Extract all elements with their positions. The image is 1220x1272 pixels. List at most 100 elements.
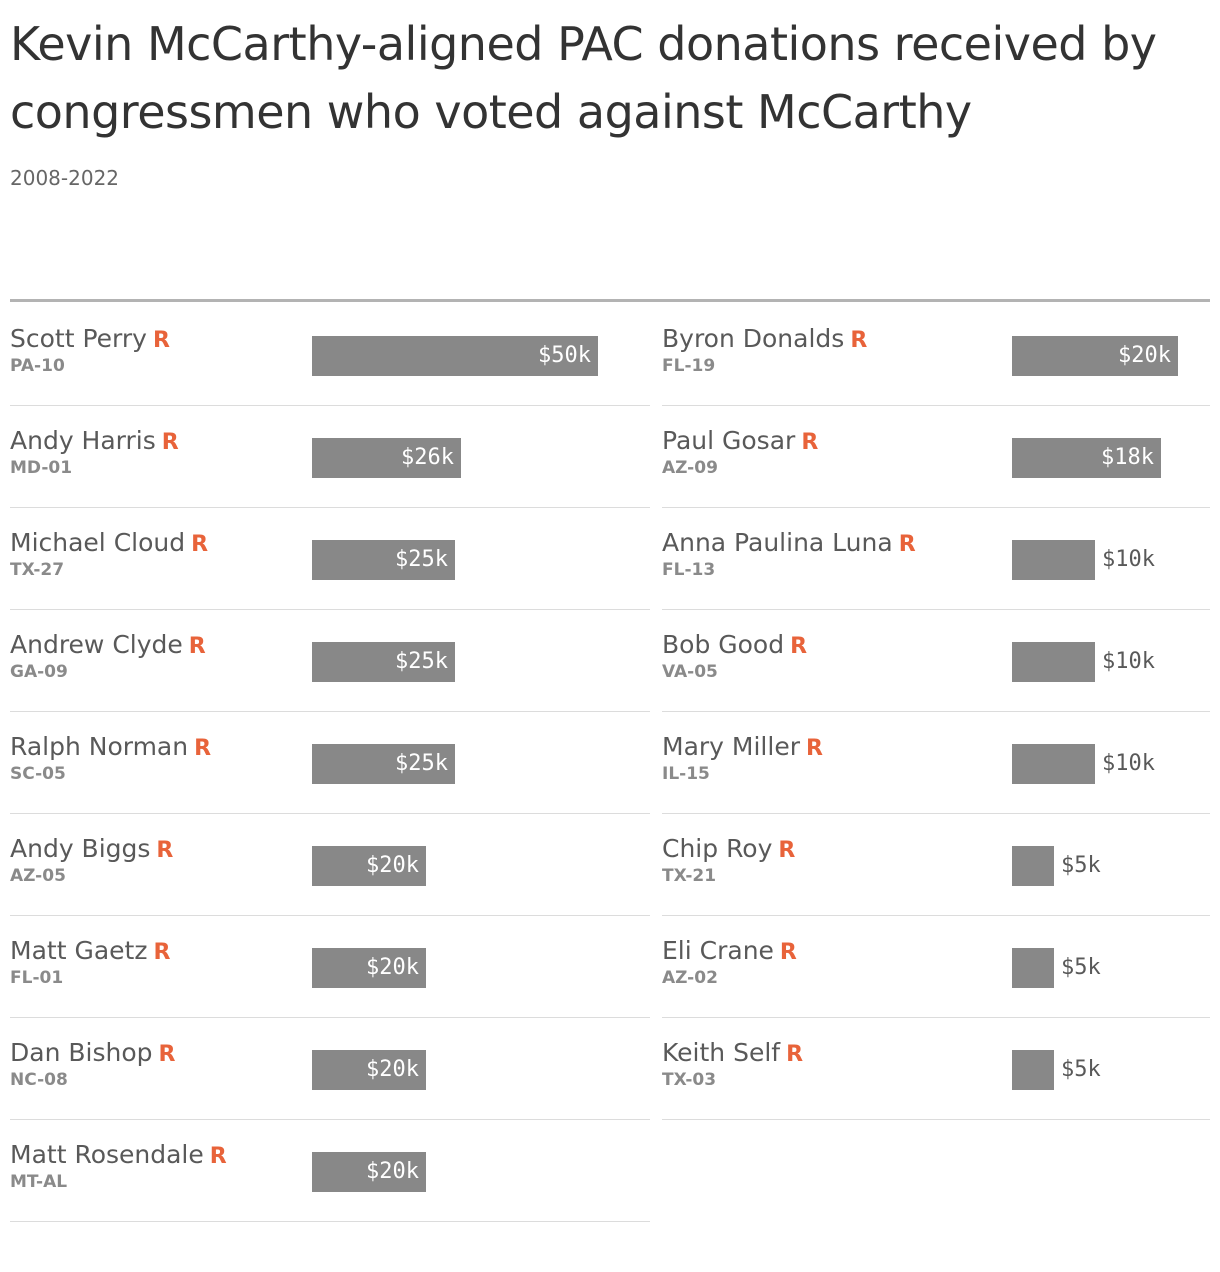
table-row: Paul Gosar R AZ-09 $18k: [662, 406, 1210, 508]
bar-value-label: $20k: [366, 853, 419, 878]
member-name: Andrew Clyde: [10, 630, 183, 659]
member-name: Paul Gosar: [662, 426, 796, 455]
bar: [312, 1152, 426, 1192]
member-name: Andy Biggs: [10, 834, 151, 863]
table-row: Bob Good R VA-05 $10k: [662, 610, 1210, 712]
bar-value-label: $5k: [1061, 1057, 1101, 1082]
member-name-line: Matt Gaetz R: [10, 936, 170, 965]
member-name: Keith Self: [662, 1038, 781, 1067]
member-name: Ralph Norman: [10, 732, 189, 761]
bar: [312, 846, 426, 886]
member-name-line: Andy Harris R: [10, 426, 179, 455]
member-name-line: Mary Miller R: [662, 732, 823, 761]
bar-value-label: $10k: [1102, 649, 1155, 674]
party-badge: R: [786, 1042, 804, 1067]
district-label: MD-01: [10, 458, 73, 478]
bar-value-label: $25k: [395, 547, 448, 572]
bar: [1012, 1050, 1054, 1090]
bar: [1012, 540, 1095, 580]
member-name: Mary Miller: [662, 732, 800, 761]
member-name-line: Anna Paulina Luna R: [662, 528, 916, 557]
bar: [1012, 438, 1161, 478]
bar-value-label: $10k: [1102, 751, 1155, 776]
table-row: Ralph Norman R SC-05 $25k: [10, 712, 650, 814]
party-badge: R: [805, 736, 823, 761]
member-name-line: Ralph Norman R: [10, 732, 211, 761]
table-row: Eli Crane R AZ-02 $5k: [662, 916, 1210, 1018]
bar: [1012, 948, 1054, 988]
district-label: PA-10: [10, 356, 65, 376]
party-badge: R: [156, 838, 174, 863]
party-badge: R: [850, 328, 868, 353]
member-name-line: Michael Cloud R: [10, 528, 208, 557]
table-row: Andrew Clyde R GA-09 $25k: [10, 610, 650, 712]
bar: [312, 1050, 426, 1090]
member-name-line: Matt Rosendale R: [10, 1140, 227, 1169]
table-row: Mary Miller R IL-15 $10k: [662, 712, 1210, 814]
member-name: Byron Donalds: [662, 324, 845, 353]
bar: [312, 540, 455, 580]
bar: [312, 438, 461, 478]
district-label: TX-27: [10, 560, 65, 580]
district-label: SC-05: [10, 764, 66, 784]
table-row: Michael Cloud R TX-27 $25k: [10, 508, 650, 610]
party-badge: R: [801, 430, 819, 455]
district-label: FL-19: [662, 356, 716, 376]
member-name-line: Bob Good R: [662, 630, 807, 659]
district-label: NC-08: [10, 1070, 68, 1090]
bar-value-label: $5k: [1061, 955, 1101, 980]
bar-value-label: $20k: [366, 955, 419, 980]
bar: [312, 744, 455, 784]
district-label: AZ-09: [662, 458, 718, 478]
district-label: FL-13: [662, 560, 716, 580]
party-badge: R: [779, 940, 797, 965]
party-badge: R: [153, 940, 171, 965]
member-name: Anna Paulina Luna: [662, 528, 893, 557]
table-row: Matt Rosendale R MT-AL $20k: [10, 1120, 650, 1222]
member-name-line: Dan Bishop R: [10, 1038, 175, 1067]
table-row: Dan Bishop R NC-08 $20k: [10, 1018, 650, 1120]
party-badge: R: [790, 634, 808, 659]
district-label: AZ-05: [10, 866, 66, 886]
bar-value-label: $20k: [1118, 343, 1171, 368]
bar: [312, 948, 426, 988]
member-name-line: Andrew Clyde R: [10, 630, 206, 659]
bar-value-label: $25k: [395, 649, 448, 674]
member-name: Matt Rosendale: [10, 1140, 204, 1169]
district-label: FL-01: [10, 968, 64, 988]
member-name-line: Andy Biggs R: [10, 834, 173, 863]
party-badge: R: [161, 430, 179, 455]
member-name: Bob Good: [662, 630, 785, 659]
party-badge: R: [209, 1144, 227, 1169]
party-badge: R: [778, 838, 796, 863]
table-row: Andy Biggs R AZ-05 $20k: [10, 814, 650, 916]
table-row: Andy Harris R MD-01 $26k: [10, 406, 650, 508]
chart-title: Kevin McCarthy-aligned PAC donations rec…: [10, 17, 1157, 139]
party-badge: R: [194, 736, 212, 761]
bar-value-label: $5k: [1061, 853, 1101, 878]
district-label: AZ-02: [662, 968, 718, 988]
bar-value-label: $20k: [366, 1057, 419, 1082]
member-name-line: Chip Roy R: [662, 834, 795, 863]
chart-subtitle: 2008-2022: [10, 166, 120, 190]
member-name: Dan Bishop: [10, 1038, 153, 1067]
bar-value-label: $50k: [538, 343, 591, 368]
district-label: IL-15: [662, 764, 710, 784]
bar: [312, 642, 455, 682]
table-row: Keith Self R TX-03 $5k: [662, 1018, 1210, 1120]
bar-value-label: $10k: [1102, 547, 1155, 572]
party-badge: R: [898, 532, 916, 557]
party-badge: R: [158, 1042, 176, 1067]
member-name: Matt Gaetz: [10, 936, 148, 965]
party-badge: R: [191, 532, 209, 557]
bar-value-label: $26k: [401, 445, 454, 470]
bar: [312, 336, 598, 376]
member-name: Eli Crane: [662, 936, 774, 965]
member-name-line: Keith Self R: [662, 1038, 803, 1067]
member-name: Michael Cloud: [10, 528, 186, 557]
table-row: Matt Gaetz R FL-01 $20k: [10, 916, 650, 1018]
member-name: Scott Perry: [10, 324, 147, 353]
district-label: VA-05: [662, 662, 718, 682]
top-divider: [10, 299, 1210, 302]
table-row: Scott Perry R PA-10 $50k: [10, 304, 650, 406]
